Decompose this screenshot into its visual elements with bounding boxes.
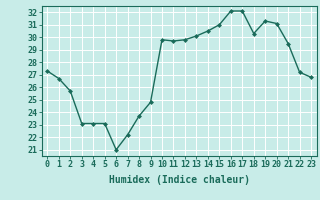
X-axis label: Humidex (Indice chaleur): Humidex (Indice chaleur)	[109, 175, 250, 185]
